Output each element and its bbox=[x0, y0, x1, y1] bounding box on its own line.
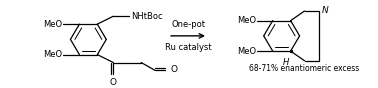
Text: O: O bbox=[170, 65, 177, 74]
Text: N: N bbox=[322, 6, 328, 15]
Text: MeO: MeO bbox=[43, 20, 62, 29]
Text: MeO: MeO bbox=[43, 50, 62, 59]
Text: MeO: MeO bbox=[237, 16, 256, 25]
Text: One-pot: One-pot bbox=[171, 20, 205, 29]
Text: O: O bbox=[110, 78, 117, 87]
Text: Ru catalyst: Ru catalyst bbox=[165, 43, 211, 52]
Text: MeO: MeO bbox=[237, 47, 256, 56]
Text: NHtBoc: NHtBoc bbox=[131, 12, 163, 21]
Text: 68-71% enantiomeric excess: 68-71% enantiomeric excess bbox=[249, 64, 360, 73]
Text: H: H bbox=[282, 58, 289, 67]
